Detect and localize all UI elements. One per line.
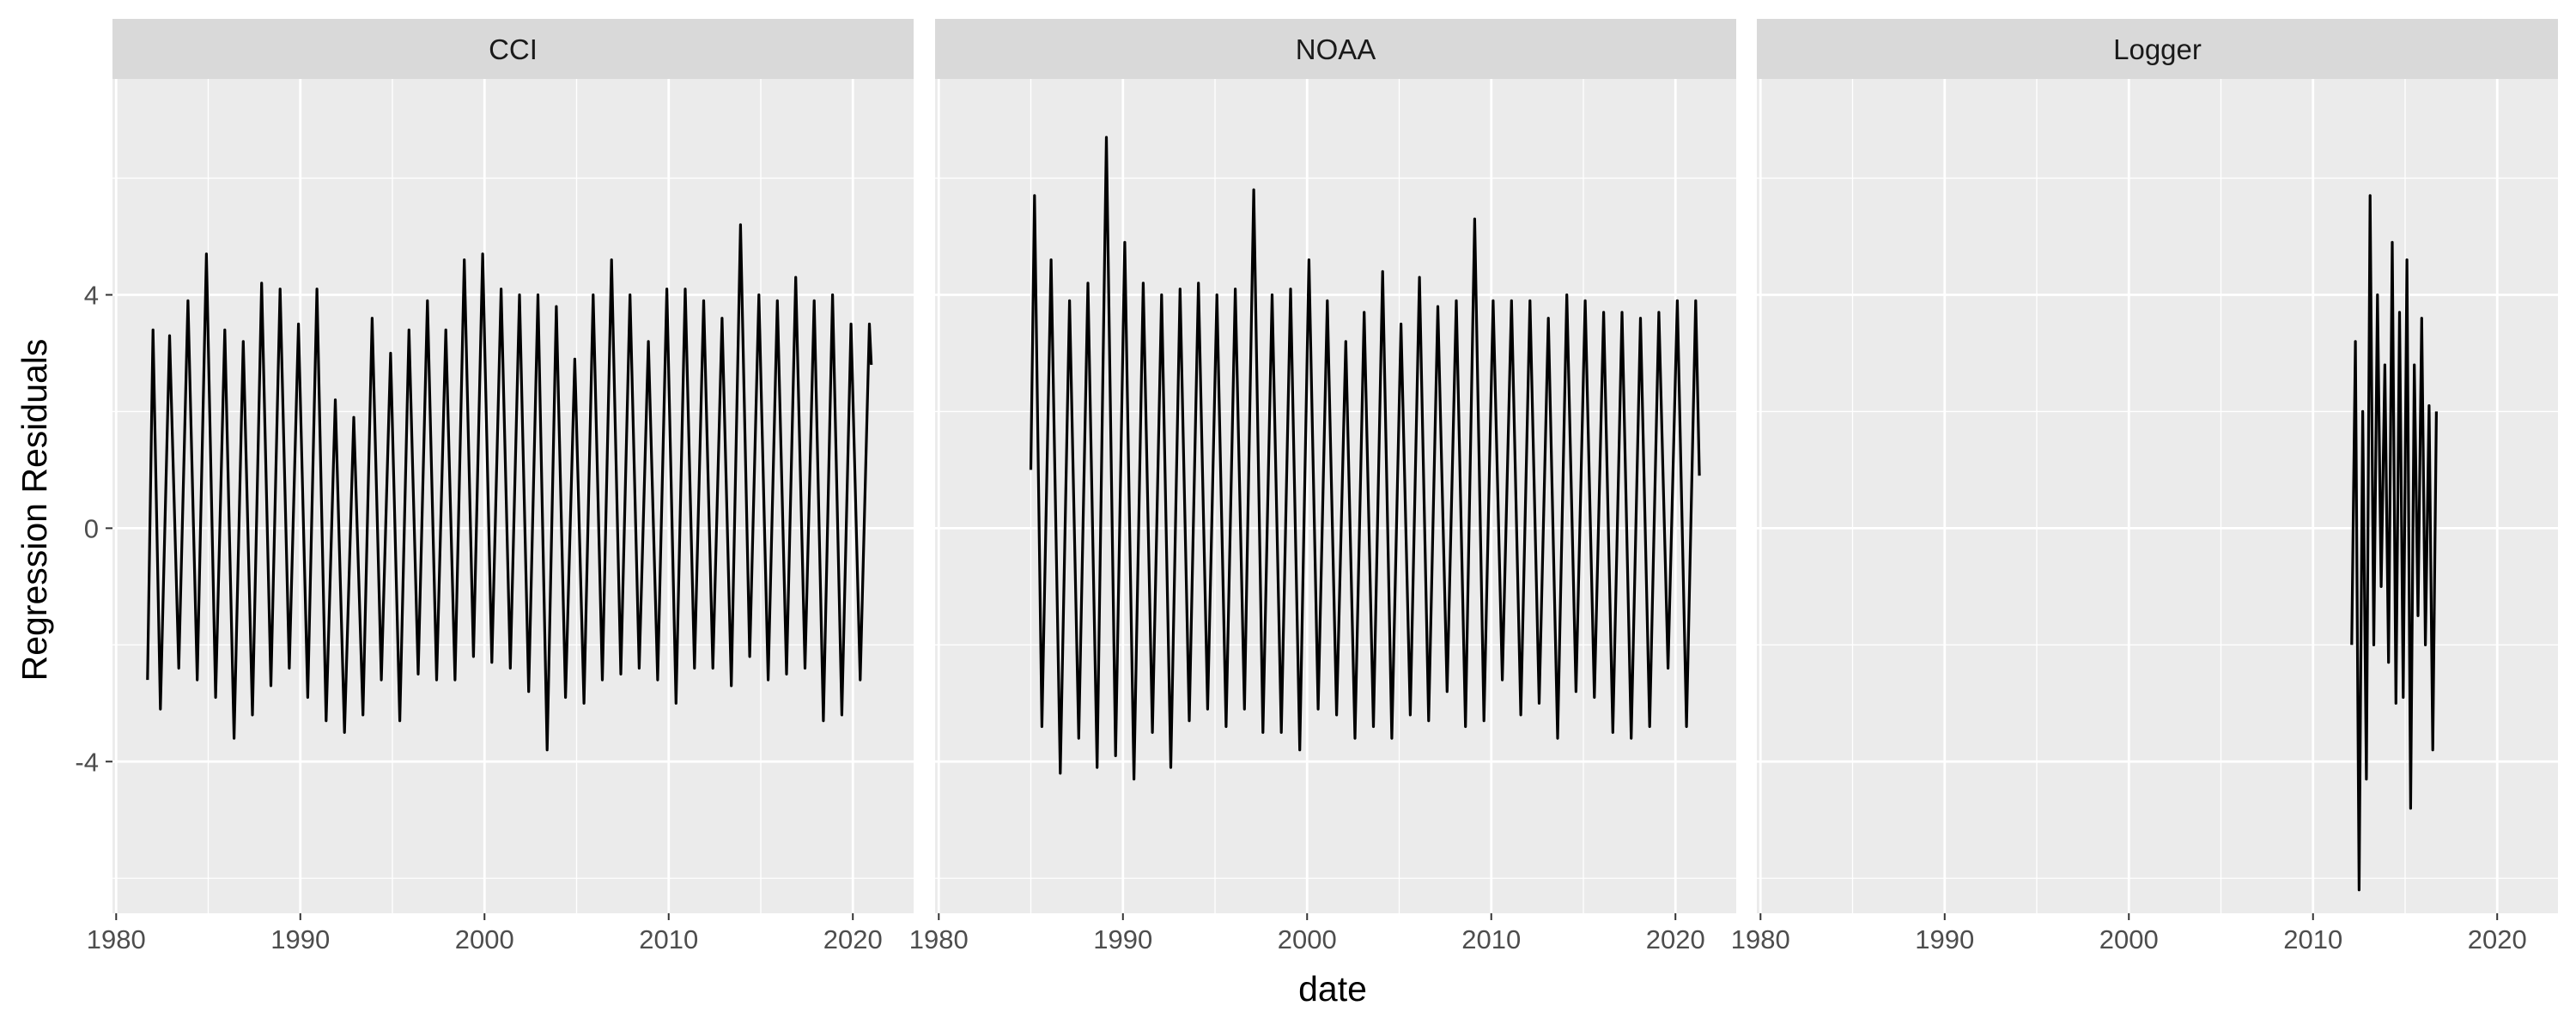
x-tick-label: 1980 — [909, 924, 969, 954]
x-tick-label: 2010 — [1461, 924, 1521, 954]
x-tick-label: 2000 — [1278, 924, 1337, 954]
facet-strip-label: CCI — [489, 33, 538, 65]
x-tick-label: 1990 — [1093, 924, 1152, 954]
x-tick-label: 1990 — [1915, 924, 1974, 954]
facet-strip-label: Logger — [2113, 33, 2202, 65]
x-tick-label: 2000 — [2099, 924, 2159, 954]
facet-panel-noaa: NOAA 1980 1990 2000 2010 2020 — [909, 19, 1736, 954]
x-axis-title: date — [1298, 969, 1367, 1009]
x-tick-label: 1990 — [270, 924, 330, 954]
x-tick-label: 2010 — [639, 924, 698, 954]
x-tick-label: 2020 — [1646, 924, 1705, 954]
y-tick-label: 4 — [84, 280, 99, 310]
series-line-logger — [2350, 194, 2438, 892]
facet-strip-cci — [112, 19, 914, 79]
x-tick-label: 2020 — [823, 924, 883, 954]
facet-strip-label: NOAA — [1296, 33, 1376, 65]
x-tick-label: 2020 — [2468, 924, 2527, 954]
y-tick-label: 0 — [84, 513, 99, 543]
facet-strip-logger — [1757, 19, 2558, 79]
x-tick-label: 2000 — [455, 924, 514, 954]
series-line-noaa — [1029, 136, 1701, 781]
x-tick-label: 1980 — [87, 924, 146, 954]
facet-panel-logger: Logger 1980 1990 2000 2010 2020 — [1731, 19, 2558, 954]
x-tick-label: 2010 — [2283, 924, 2342, 954]
facet-panel-cci: CCI 1980 1990 2000 2010 2020 -4 0 4 — [75, 19, 914, 954]
panel-background — [935, 79, 1736, 913]
facet-strip-noaa — [935, 19, 1736, 79]
panel-background — [112, 79, 914, 913]
facet-panels: CCI 1980 1990 2000 2010 2020 -4 0 4 NOAA 1980 1990 2… — [75, 19, 2558, 954]
panel-background — [1757, 79, 2558, 913]
y-tick-label: -4 — [75, 747, 99, 777]
series-line-cci — [146, 223, 873, 752]
x-tick-label: 1980 — [1731, 924, 1790, 954]
y-axis-title: Regression Residuals — [15, 339, 54, 682]
